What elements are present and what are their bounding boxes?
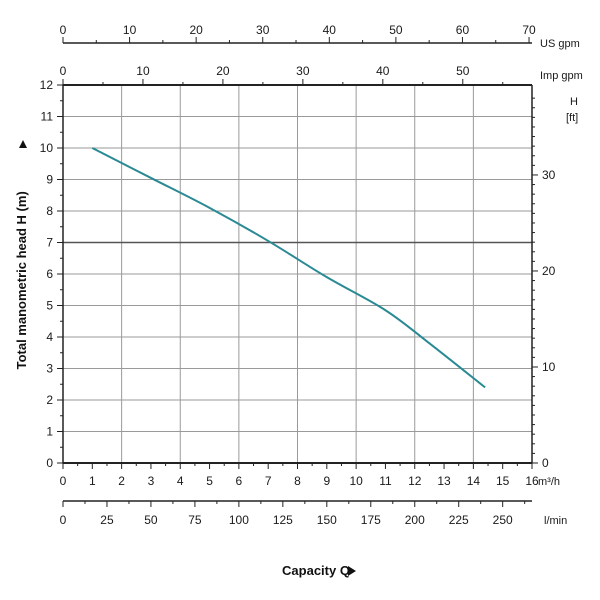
y-tick-label: 11 bbox=[41, 110, 54, 124]
impgpm-tick-label: 0 bbox=[60, 64, 67, 78]
usgpm-tick-label: 70 bbox=[522, 23, 536, 37]
x-axis-arrow-icon bbox=[348, 566, 356, 576]
x-tick-label: 8 bbox=[294, 474, 301, 488]
usgpm-tick-label: 30 bbox=[256, 23, 270, 37]
x-tick-label: 14 bbox=[467, 474, 481, 488]
performance-curve-layer bbox=[91, 147, 486, 389]
lmin-unit-label: l/min bbox=[544, 515, 567, 527]
y-tick-label: 12 bbox=[40, 78, 54, 92]
usgpm-tick-label: 40 bbox=[323, 23, 337, 37]
grid bbox=[63, 85, 532, 463]
x-tick-label: 6 bbox=[236, 474, 243, 488]
y-tick-label: 10 bbox=[40, 141, 54, 155]
x-tick-label: 7 bbox=[265, 474, 272, 488]
lmin-tick-label: 0 bbox=[60, 513, 67, 527]
x-unit-label: m³/h bbox=[538, 476, 560, 488]
y-ft-unit-label: H bbox=[570, 96, 578, 108]
lmin-tick-label: 25 bbox=[100, 513, 114, 527]
impgpm-unit-label: Imp gpm bbox=[540, 70, 583, 82]
y-tick-label: 9 bbox=[46, 173, 53, 187]
y-ft-tick-label: 0 bbox=[542, 456, 549, 470]
lmin-tick-label: 200 bbox=[405, 513, 425, 527]
y-tick-label: 6 bbox=[46, 267, 53, 281]
y-tick-label: 4 bbox=[46, 330, 53, 344]
lmin-tick-label: 100 bbox=[229, 513, 249, 527]
x-axis-title: Capacity Q bbox=[282, 563, 350, 578]
lmin-tick-label: 225 bbox=[449, 513, 469, 527]
impgpm-tick-label: 30 bbox=[296, 64, 310, 78]
y-tick-label: 7 bbox=[46, 236, 53, 250]
y-tick-label: 1 bbox=[46, 425, 53, 439]
usgpm-tick-label: 10 bbox=[123, 23, 137, 37]
performance-curve bbox=[91, 147, 486, 389]
y-ft-unit-label: [ft] bbox=[566, 112, 578, 124]
impgpm-tick-label: 50 bbox=[456, 64, 470, 78]
x-tick-label: 13 bbox=[437, 474, 451, 488]
usgpm-tick-label: 60 bbox=[456, 23, 470, 37]
x-tick-label: 3 bbox=[148, 474, 155, 488]
x-tick-label: 0 bbox=[60, 474, 67, 488]
impgpm-tick-label: 10 bbox=[136, 64, 150, 78]
y-tick-label: 3 bbox=[46, 362, 53, 376]
usgpm-unit-label: US gpm bbox=[540, 38, 580, 50]
y-axis-arrow-icon bbox=[19, 140, 27, 148]
x-tick-label: 9 bbox=[323, 474, 330, 488]
x-tick-label: 11 bbox=[379, 474, 392, 488]
y-axis-title: Total manometric head H (m) bbox=[14, 191, 29, 369]
tick-layer bbox=[57, 37, 538, 507]
y-ft-tick-label: 30 bbox=[542, 168, 556, 182]
y-tick-label: 2 bbox=[46, 393, 53, 407]
usgpm-tick-label: 0 bbox=[60, 23, 67, 37]
x-tick-label: 4 bbox=[177, 474, 184, 488]
y-tick-label: 8 bbox=[46, 204, 53, 218]
usgpm-tick-label: 20 bbox=[189, 23, 203, 37]
x-tick-label: 10 bbox=[349, 474, 363, 488]
x-tick-label: 16 bbox=[525, 474, 539, 488]
impgpm-tick-label: 40 bbox=[376, 64, 390, 78]
y-tick-label: 5 bbox=[46, 299, 53, 313]
lmin-tick-label: 125 bbox=[273, 513, 293, 527]
y-tick-label: 0 bbox=[46, 456, 53, 470]
lmin-tick-label: 150 bbox=[317, 513, 337, 527]
lmin-tick-label: 75 bbox=[188, 513, 202, 527]
y-ft-tick-label: 10 bbox=[542, 360, 556, 374]
x-tick-label: 2 bbox=[118, 474, 125, 488]
impgpm-tick-label: 20 bbox=[216, 64, 230, 78]
lmin-tick-label: 175 bbox=[361, 513, 381, 527]
lmin-tick-label: 50 bbox=[144, 513, 158, 527]
x-tick-label: 1 bbox=[89, 474, 96, 488]
lmin-tick-label: 250 bbox=[493, 513, 513, 527]
x-tick-label: 12 bbox=[408, 474, 422, 488]
usgpm-tick-label: 50 bbox=[389, 23, 403, 37]
y-ft-tick-label: 20 bbox=[542, 264, 556, 278]
x-tick-label: 15 bbox=[496, 474, 510, 488]
x-tick-label: 5 bbox=[206, 474, 213, 488]
